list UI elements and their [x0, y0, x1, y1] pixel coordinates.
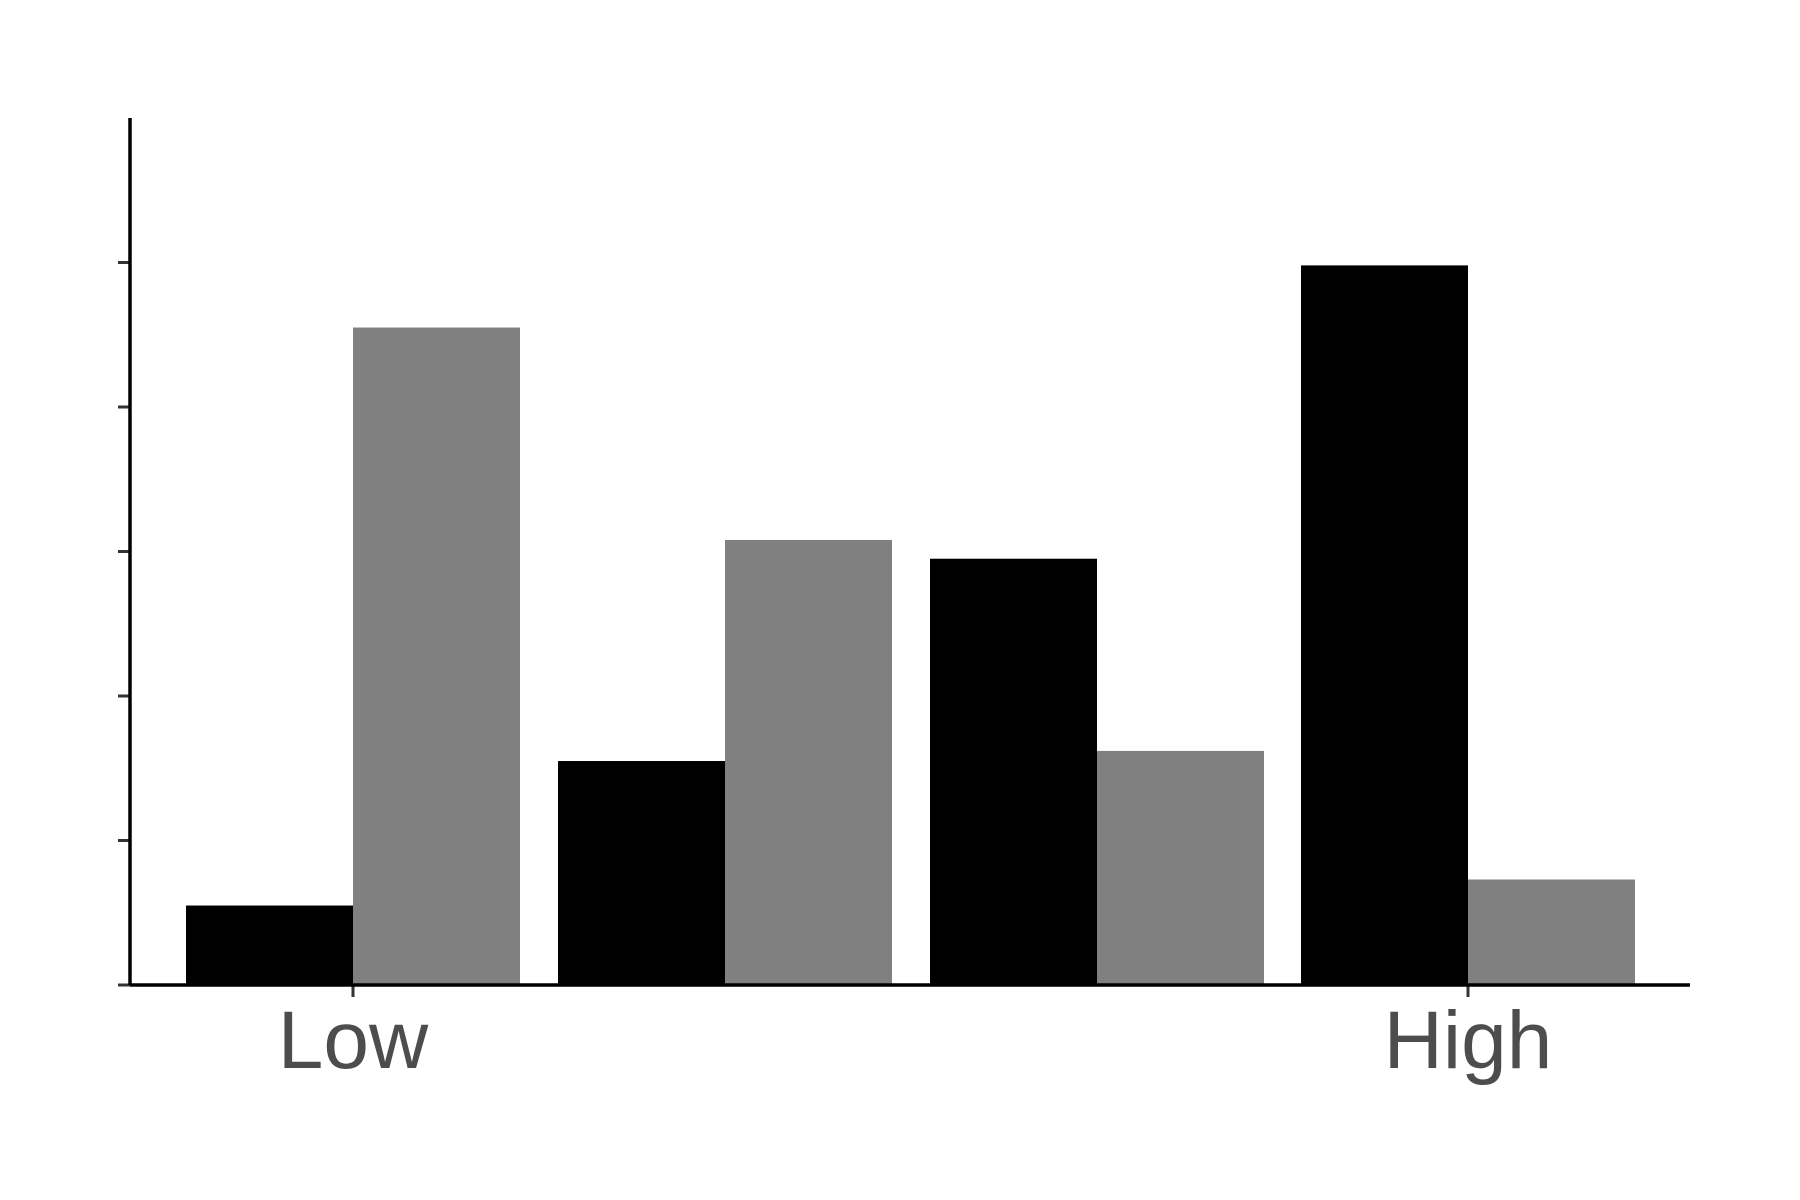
- x-axis-ticks: [351, 985, 1470, 997]
- bar-series2-group3: [1097, 750, 1264, 985]
- bar-series1-group4: [1301, 265, 1468, 985]
- bar-series1-group2: [558, 761, 725, 985]
- bar-series1-group3: [930, 558, 1097, 985]
- bar-series1-group1: [186, 905, 353, 985]
- x-tick-label-high: High: [1384, 995, 1553, 1086]
- bar-series2-group2: [725, 539, 892, 985]
- y-axis-ticks: [118, 261, 130, 987]
- bars-group: [186, 265, 1635, 985]
- x-tick-label-low: Low: [278, 995, 429, 1086]
- bar-series2-group4: [1468, 879, 1635, 985]
- bar-series2-group1: [353, 327, 520, 985]
